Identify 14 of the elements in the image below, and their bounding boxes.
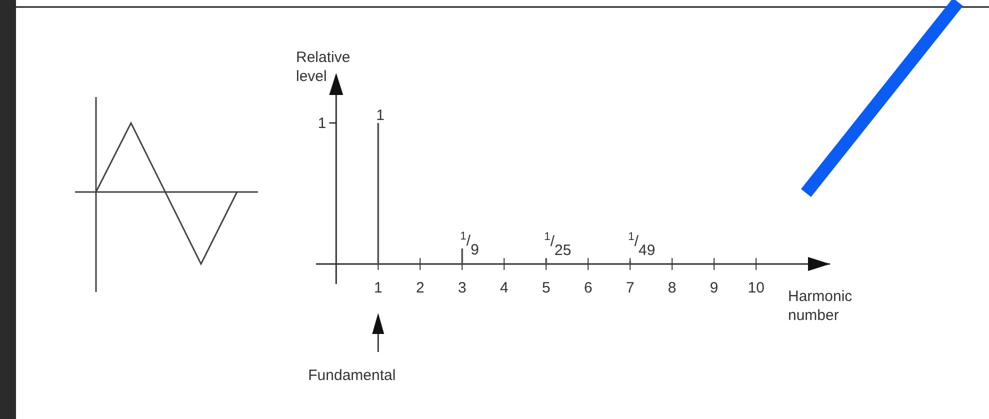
- x-tick-label: 9: [710, 280, 718, 296]
- x-tick-label: 10: [748, 280, 764, 296]
- x-axis-title: Harmonic number: [788, 288, 853, 324]
- text: Fundamental: [308, 367, 396, 384]
- x-tick-label: 4: [500, 280, 508, 296]
- data-label: 1: [376, 106, 384, 124]
- x-tick-label: 7: [626, 280, 634, 296]
- x-tick-label: 1: [374, 280, 382, 296]
- x-tick-label: 3: [458, 280, 466, 296]
- x-tick-label: 5: [542, 280, 550, 296]
- x-tick-label: 2: [416, 280, 424, 296]
- y-axis-title: Relative level: [296, 49, 350, 85]
- x-tick-label: 8: [668, 280, 676, 296]
- x-tick-label: 6: [584, 280, 592, 296]
